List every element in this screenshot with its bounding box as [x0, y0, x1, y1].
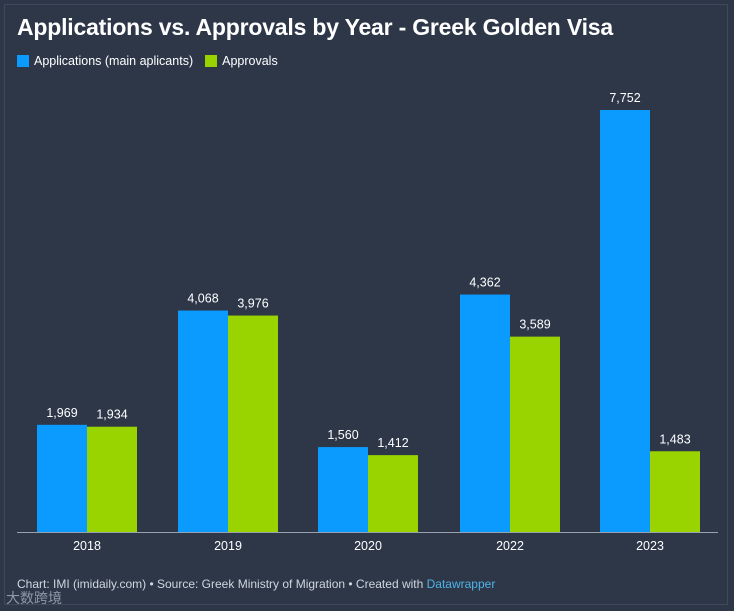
chart-title: Applications vs. Approvals by Year - Gre… [17, 14, 613, 40]
legend-swatch-approvals [205, 55, 218, 67]
legend-label-approvals: Approvals [222, 54, 278, 68]
bar-applications-2019 [178, 310, 228, 532]
data-label-applications-2022: 4,362 [469, 276, 500, 290]
chart-frame [4, 4, 728, 605]
data-label-approvals-2022: 3,589 [519, 318, 550, 332]
datawrapper-link[interactable]: Datawrapper [426, 577, 496, 591]
bar-approvals-2023 [650, 451, 700, 532]
x-tick-label-2018: 2018 [73, 539, 101, 553]
bar-applications-2023 [600, 110, 650, 532]
x-tick-label-2020: 2020 [354, 539, 382, 553]
bar-approvals-2019 [228, 315, 278, 532]
data-label-approvals-2019: 3,976 [237, 297, 268, 311]
data-label-applications-2018: 1,969 [46, 406, 77, 420]
bar-applications-2018 [37, 424, 87, 532]
footer-credit: Chart: IMI (imidaily.com) • Source: Gree… [17, 577, 427, 591]
bar-approvals-2022 [510, 336, 560, 532]
x-tick-label-2019: 2019 [214, 539, 242, 553]
x-tick-label-2022: 2022 [496, 539, 524, 553]
data-label-approvals-2020: 1,412 [377, 436, 408, 450]
legend-item-approvals: Approvals [205, 54, 278, 68]
bar-applications-2020 [318, 447, 368, 532]
bar-approvals-2018 [87, 426, 137, 532]
data-label-applications-2023: 7,752 [609, 91, 640, 105]
bar-applications-2022 [460, 294, 510, 532]
data-label-applications-2020: 1,560 [327, 428, 358, 442]
data-label-approvals-2018: 1,934 [96, 408, 127, 422]
data-label-applications-2019: 4,068 [187, 292, 218, 306]
watermark-logo: 大数跨境 [6, 590, 62, 606]
legend-label-applications: Applications (main aplicants) [34, 54, 194, 68]
x-tick-label-2023: 2023 [636, 539, 664, 553]
legend-swatch-applications [17, 55, 29, 67]
data-label-approvals-2023: 1,483 [659, 432, 690, 446]
bar-approvals-2020 [368, 455, 418, 532]
legend: Applications (main aplicants) Approvals [17, 54, 290, 68]
legend-item-applications: Applications (main aplicants) [17, 54, 193, 68]
chart-footer: Chart: IMI (imidaily.com) • Source: Gree… [17, 577, 495, 591]
